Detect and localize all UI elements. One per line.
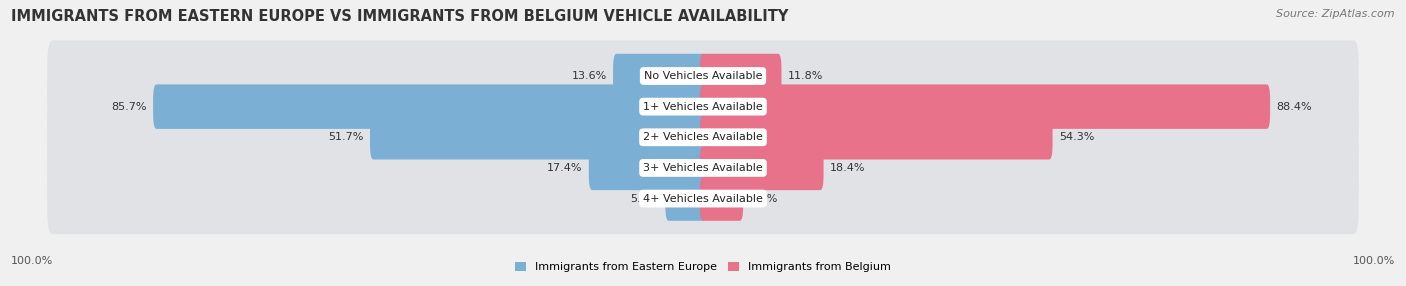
FancyBboxPatch shape — [153, 84, 706, 129]
Text: 4+ Vehicles Available: 4+ Vehicles Available — [643, 194, 763, 204]
FancyBboxPatch shape — [700, 176, 744, 221]
FancyBboxPatch shape — [613, 54, 706, 98]
Legend: Immigrants from Eastern Europe, Immigrants from Belgium: Immigrants from Eastern Europe, Immigran… — [515, 262, 891, 273]
Text: 3+ Vehicles Available: 3+ Vehicles Available — [643, 163, 763, 173]
Text: 100.0%: 100.0% — [1353, 256, 1395, 266]
Text: Source: ZipAtlas.com: Source: ZipAtlas.com — [1277, 9, 1395, 19]
FancyBboxPatch shape — [700, 115, 1053, 160]
FancyBboxPatch shape — [48, 102, 1358, 173]
Text: 17.4%: 17.4% — [547, 163, 582, 173]
FancyBboxPatch shape — [589, 146, 706, 190]
FancyBboxPatch shape — [370, 115, 706, 160]
FancyBboxPatch shape — [48, 132, 1358, 203]
FancyBboxPatch shape — [700, 54, 782, 98]
FancyBboxPatch shape — [700, 84, 1270, 129]
Text: 51.7%: 51.7% — [328, 132, 364, 142]
FancyBboxPatch shape — [48, 163, 1358, 234]
Text: 11.8%: 11.8% — [787, 71, 824, 81]
FancyBboxPatch shape — [48, 40, 1358, 112]
Text: 100.0%: 100.0% — [11, 256, 53, 266]
Text: 5.4%: 5.4% — [631, 194, 659, 204]
Text: IMMIGRANTS FROM EASTERN EUROPE VS IMMIGRANTS FROM BELGIUM VEHICLE AVAILABILITY: IMMIGRANTS FROM EASTERN EUROPE VS IMMIGR… — [11, 9, 789, 23]
Text: 1+ Vehicles Available: 1+ Vehicles Available — [643, 102, 763, 112]
Text: 2+ Vehicles Available: 2+ Vehicles Available — [643, 132, 763, 142]
Text: 85.7%: 85.7% — [111, 102, 146, 112]
FancyBboxPatch shape — [48, 71, 1358, 142]
FancyBboxPatch shape — [665, 176, 706, 221]
Text: 54.3%: 54.3% — [1059, 132, 1094, 142]
Text: 18.4%: 18.4% — [830, 163, 866, 173]
Text: 88.4%: 88.4% — [1277, 102, 1312, 112]
Text: 13.6%: 13.6% — [571, 71, 606, 81]
Text: No Vehicles Available: No Vehicles Available — [644, 71, 762, 81]
Text: 5.8%: 5.8% — [749, 194, 778, 204]
FancyBboxPatch shape — [700, 146, 824, 190]
